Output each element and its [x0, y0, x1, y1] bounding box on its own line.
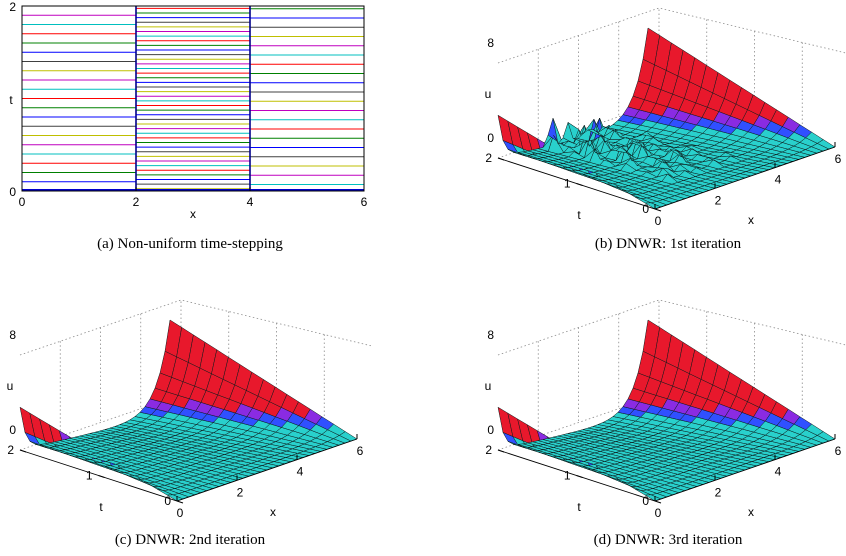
y-tick-label: 0	[164, 494, 171, 508]
axis-edge	[19, 438, 358, 502]
y-tick-label: 1	[564, 469, 571, 483]
chart-d: 0 8 u 0 1 2 t 0 2 4 6 x	[485, 299, 846, 520]
z-tick-label: 8	[9, 328, 16, 342]
z-axis-label: u	[485, 379, 492, 393]
y-tick	[176, 500, 184, 504]
x-tick-label: 4	[775, 173, 782, 187]
y-tick-label: 1	[86, 469, 93, 483]
caption-b: (b) DNWR: 1st iteration	[594, 236, 742, 252]
x-tick-label: 2	[237, 485, 244, 499]
y-tick-label: 2	[9, 0, 16, 14]
y-tick-label: 1	[564, 177, 571, 191]
x-tick-label: 6	[357, 444, 364, 458]
y-tick	[654, 500, 662, 504]
chart-a: 0 2 4 6 0 2 x t	[9, 0, 367, 221]
x-tick-label: 4	[247, 195, 254, 209]
x-tick-label: 4	[297, 465, 304, 479]
floor-grid	[19, 394, 358, 451]
x-tick-label: 2	[715, 193, 722, 207]
y-axis-label: t	[577, 500, 581, 514]
x-tick-label: 6	[835, 444, 842, 458]
y-axis-label: t	[99, 500, 103, 514]
axis-edge	[497, 438, 836, 502]
y-tick-label: 2	[485, 443, 492, 457]
z-tick-label: 0	[487, 131, 494, 145]
x-tick-label: 0	[177, 506, 184, 520]
y-tick-label: 0	[642, 202, 649, 216]
top-grid	[19, 299, 373, 356]
x-tick-label: 2	[133, 195, 140, 209]
chart-c: 0 8 u 0 1 2 t 0 2 4 6 x	[7, 299, 373, 520]
z-tick-label: 8	[487, 328, 494, 342]
caption-d: (d) DNWR: 3rd iteration	[593, 532, 743, 548]
axis-edge	[497, 146, 836, 210]
x-tick-label: 6	[835, 152, 842, 166]
floor-grid	[497, 394, 836, 451]
x-tick-label: 2	[715, 485, 722, 499]
y-tick-label: 0	[642, 494, 649, 508]
y-tick	[654, 208, 662, 212]
z-axis-label: u	[7, 379, 14, 393]
y-tick-label: 2	[7, 443, 14, 457]
z-axis-label: u	[485, 87, 492, 101]
x-tick-label: 0	[655, 214, 662, 228]
y-tick-label: 0	[9, 185, 16, 199]
top-grid	[497, 299, 846, 356]
x-axis-label: x	[748, 213, 754, 227]
x-axis-label: x	[190, 207, 196, 221]
z-tick-label: 0	[487, 423, 494, 437]
x-tick-label: 0	[655, 506, 662, 520]
x-tick-label: 4	[775, 465, 782, 479]
x-tick-label: 6	[361, 195, 368, 209]
caption-a: (a) Non-uniform time-stepping	[97, 236, 283, 252]
x-axis-label: x	[270, 505, 276, 519]
z-tick-label: 8	[487, 36, 494, 50]
y-tick-label: 2	[485, 151, 492, 165]
top-grid	[497, 7, 846, 64]
x-axis-label: x	[748, 505, 754, 519]
y-axis-label: t	[9, 93, 13, 107]
z-tick-label: 0	[9, 423, 16, 437]
caption-c: (c) DNWR: 2nd iteration	[114, 532, 266, 548]
chart-b: 0 8 u 0 1 2 t 0 2 4 6 x	[485, 7, 846, 228]
x-tick-label: 0	[19, 195, 26, 209]
y-axis-label: t	[577, 208, 581, 222]
axes-box	[21, 5, 365, 192]
